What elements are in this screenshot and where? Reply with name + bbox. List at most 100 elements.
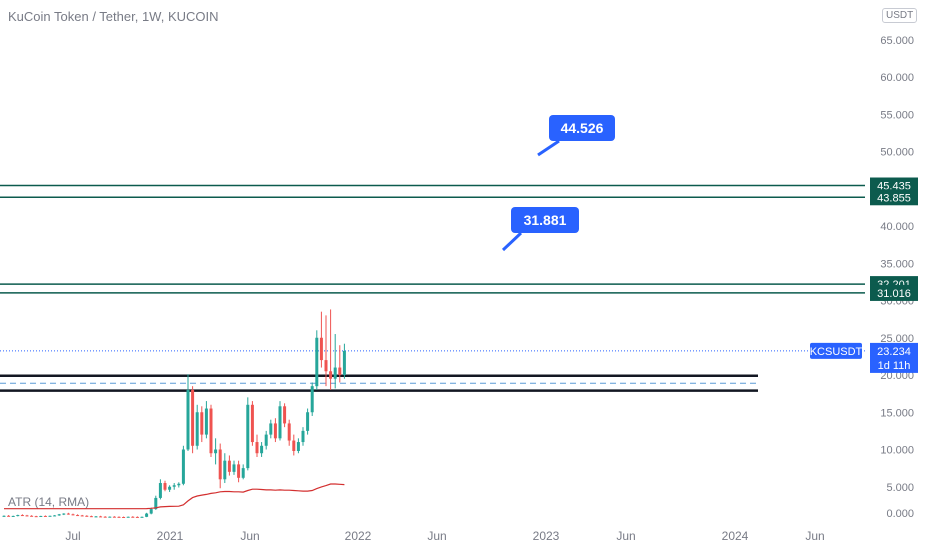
candle-body <box>255 442 259 454</box>
candle-body <box>89 516 93 518</box>
candle-body <box>269 423 273 435</box>
candle-body <box>135 516 139 518</box>
candle-body <box>154 497 158 510</box>
x-tick-label: Jun <box>427 529 446 543</box>
candle-body <box>181 449 185 484</box>
y-tick-label: 15.000 <box>880 407 914 419</box>
callout-pointer <box>501 231 523 252</box>
candle-body <box>195 412 199 446</box>
candle-body <box>342 350 346 375</box>
level-price-label: 31.016 <box>877 288 911 300</box>
level-price-label: 43.855 <box>877 192 911 204</box>
candle-body <box>278 406 282 439</box>
candle-body <box>99 516 103 518</box>
y-tick-label: 50.000 <box>880 147 914 159</box>
indicator-label[interactable]: ATR (14, RMA) <box>8 495 90 509</box>
candle-body <box>11 515 15 517</box>
x-tick-label: Jun <box>616 529 635 543</box>
candle-body <box>218 449 222 480</box>
candle-body <box>94 516 98 518</box>
candle-body <box>241 468 245 478</box>
candle-body <box>168 486 172 490</box>
candle-body <box>126 516 130 518</box>
candle-body <box>204 408 208 435</box>
bar-countdown-label: 1d 11h <box>878 360 911 372</box>
x-tick-label: 2024 <box>722 529 749 543</box>
candle-body <box>117 516 121 518</box>
callout-box <box>511 207 579 233</box>
candle-body <box>76 515 80 517</box>
candle-body <box>103 516 107 518</box>
currency-selector[interactable]: USDT <box>882 8 918 23</box>
candle-body <box>186 389 190 450</box>
candle-body <box>214 449 218 454</box>
candle-body <box>296 442 300 451</box>
candle-body <box>85 515 89 517</box>
x-tick-label: 2022 <box>345 529 372 543</box>
candle-body <box>191 389 195 446</box>
candle-body <box>329 371 333 379</box>
y-tick-label: 20.000 <box>880 370 914 382</box>
y-tick-label: 25.000 <box>880 333 914 345</box>
candle-body <box>25 515 29 517</box>
candle-body <box>301 430 305 443</box>
candle-body <box>131 516 135 518</box>
candle-body <box>39 515 43 517</box>
symbol-tag <box>810 342 862 359</box>
candle-body <box>48 515 52 517</box>
candle-body <box>66 513 70 515</box>
candle-body <box>246 404 250 469</box>
candle-body <box>34 516 38 518</box>
x-tick-label: 2021 <box>157 529 184 543</box>
y-tick-label: 5.000 <box>886 482 914 494</box>
candle-body <box>108 516 112 518</box>
candle-body <box>149 509 153 514</box>
candle-body <box>292 440 296 451</box>
level-price-tag <box>870 284 918 301</box>
candle-body <box>264 434 268 446</box>
callout-pointer <box>537 139 560 157</box>
y-tick-label: 10.000 <box>880 445 914 457</box>
candle-body <box>250 404 254 443</box>
candle-body <box>71 514 75 516</box>
candle-body <box>200 412 204 435</box>
callout-label: 44.526 <box>561 120 604 136</box>
candle-body <box>333 367 337 379</box>
y-tick-label: 55.000 <box>880 109 914 121</box>
candle-body <box>227 460 231 472</box>
candle-body <box>16 515 20 517</box>
level-price-tag <box>870 189 918 206</box>
candle-body <box>57 514 61 516</box>
candle-body <box>43 515 47 517</box>
candle-body <box>62 513 66 515</box>
candle-body <box>80 515 84 517</box>
candle-body <box>273 423 277 439</box>
x-tick-label: Jun <box>240 529 259 543</box>
callout-box <box>549 115 615 141</box>
candle-body <box>306 412 310 431</box>
y-tick-label: 65.000 <box>880 35 914 47</box>
x-tick-label: Jun <box>805 529 824 543</box>
candle-body <box>283 406 287 424</box>
candle-body <box>112 516 116 518</box>
y-tick-label: 40.000 <box>880 221 914 233</box>
candle-body <box>237 464 241 478</box>
candle-body <box>172 485 176 487</box>
candle-body <box>209 408 213 454</box>
candle-body <box>315 337 319 387</box>
atr-line <box>4 483 345 510</box>
candle-body <box>30 515 34 517</box>
chart-title: KuCoin Token / Tether, 1W, KUCOIN <box>8 9 219 24</box>
candle-body <box>310 386 314 413</box>
last-price-label: 23.234 <box>877 346 911 358</box>
candle-body <box>20 515 24 517</box>
candle-body <box>2 515 6 517</box>
y-tick-label: 35.000 <box>880 258 914 270</box>
y-tick-label: 60.000 <box>880 72 914 84</box>
candle-body <box>260 445 264 454</box>
callout-label: 31.881 <box>524 212 567 228</box>
candle-body <box>7 515 11 517</box>
candle-body <box>145 513 149 517</box>
candle-body <box>177 483 181 486</box>
